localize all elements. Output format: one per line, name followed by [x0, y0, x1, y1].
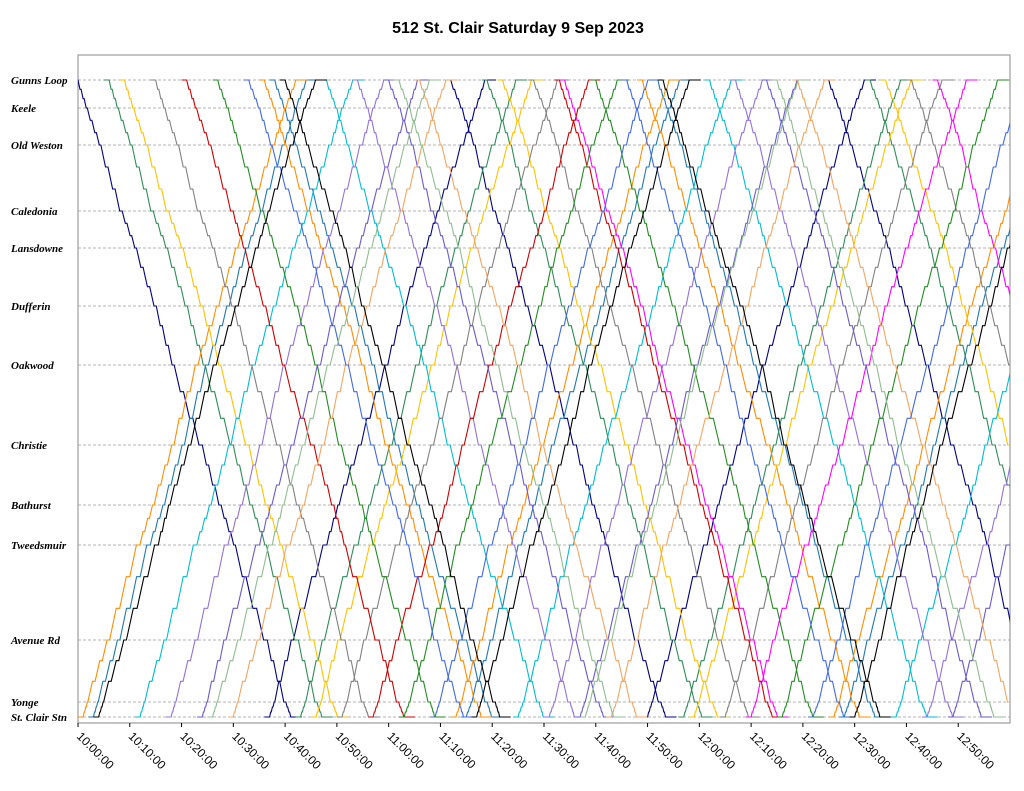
trip-line: [849, 243, 1010, 718]
x-tick-label: 10:10:00: [126, 729, 169, 772]
stop-label: Oakwood: [11, 360, 54, 372]
trip-line: [932, 79, 1010, 298]
trip-line: [321, 79, 555, 718]
stop-label: Yonge: [11, 697, 39, 709]
x-tick-label: 12:20:00: [799, 729, 842, 772]
trip-line: [704, 79, 938, 718]
trip-line: [590, 79, 824, 718]
stop-label: Avenue Rd: [10, 635, 60, 647]
trip-line: [197, 79, 429, 718]
stop-label: Dufferin: [10, 301, 51, 313]
stop-label: Old Weston: [11, 140, 63, 152]
x-tick-label: 10:20:00: [177, 729, 220, 772]
trip-line: [808, 120, 1010, 718]
trip-line: [295, 79, 528, 718]
trip-line: [311, 79, 543, 718]
stop-label: Caledonia: [11, 206, 58, 218]
trip-line: [730, 79, 964, 718]
trip-line: [150, 79, 380, 718]
trip-line: [414, 79, 648, 718]
x-tick-label: 11:00:00: [385, 729, 428, 772]
trip-line: [368, 79, 600, 718]
stop-label: St. Clair Stn: [11, 712, 67, 724]
trip-line: [207, 79, 442, 718]
trip-line: [922, 464, 1010, 718]
trip-line: [259, 79, 492, 718]
trip-line: [88, 79, 318, 718]
trip-line: [279, 79, 511, 718]
x-tick-label: 11:10:00: [436, 729, 479, 772]
stop-label: Christie: [11, 440, 47, 452]
trip-line: [269, 79, 503, 718]
trip-line: [471, 79, 701, 718]
stop-label: Lansdowne: [10, 243, 63, 255]
trip-line: [103, 79, 333, 718]
trip-line: [166, 79, 396, 718]
trip-line: [823, 79, 1010, 624]
trip-line: [890, 370, 1010, 718]
x-tick-label: 11:20:00: [488, 729, 531, 772]
stop-label: Keele: [10, 103, 36, 115]
x-tick-label: 12:40:00: [902, 729, 945, 772]
trip-line: [399, 79, 629, 718]
trip-line: [243, 79, 475, 718]
trip-line: [947, 541, 1010, 718]
trip-line: [906, 79, 1010, 366]
trip-line: [352, 79, 586, 718]
x-tick-label: 11:40:00: [592, 729, 635, 772]
trip-line: [642, 79, 876, 718]
trip-line: [865, 79, 1010, 489]
trip-line: [745, 79, 978, 718]
trip-line: [119, 79, 349, 718]
trip-line: [559, 79, 789, 718]
trip-line: [771, 79, 1005, 718]
trip-line: [393, 79, 625, 718]
trip-line: [621, 79, 855, 718]
x-tick-label: 12:30:00: [851, 729, 894, 772]
x-tick-label: 11:50:00: [643, 729, 686, 772]
trip-line: [336, 79, 569, 718]
trip-line: [528, 79, 760, 718]
x-tick-label: 10:30:00: [229, 729, 272, 772]
trip-line: [652, 79, 886, 718]
trip-line: [777, 79, 1009, 718]
stop-label: Gunns Loop: [11, 75, 68, 87]
trip-line: [181, 79, 415, 718]
trip-line: [606, 79, 836, 718]
trip-line: [678, 79, 913, 718]
trip-line: [93, 79, 328, 718]
x-tick-label: 10:00:00: [74, 729, 117, 772]
trip-line: [497, 79, 729, 718]
trip-line: [880, 79, 1010, 446]
x-tick-label: 12:10:00: [747, 729, 790, 772]
trip-line: [828, 191, 1010, 718]
trip-line: [554, 79, 784, 718]
trip-line: [264, 79, 497, 718]
stop-label: Bathurst: [10, 500, 52, 512]
trip-line: [430, 79, 660, 718]
chart-title: 512 St. Clair Saturday 9 Sep 2023: [392, 20, 644, 37]
trip-line: [481, 79, 713, 718]
trip-line: [212, 79, 446, 718]
trip-line: [78, 79, 308, 718]
x-tick-label: 12:50:00: [954, 729, 997, 772]
trip-line: [135, 79, 365, 718]
stop-label: Tweedsmuir: [11, 540, 67, 552]
trip-line: [450, 79, 681, 718]
x-tick-label: 12:00:00: [695, 729, 738, 772]
plot-frame: [77, 54, 1011, 724]
trip-line: [78, 79, 302, 718]
trip-line: [383, 79, 615, 718]
trip-line: [839, 226, 1010, 718]
trip-line: [657, 79, 891, 718]
x-tick-label: 11:30:00: [540, 729, 583, 772]
trip-line: [792, 79, 1010, 706]
trip-line: [761, 79, 993, 718]
x-tick-label: 10:50:00: [333, 729, 376, 772]
x-tick-label: 10:40:00: [281, 729, 324, 772]
trip-line: [580, 79, 810, 718]
trip-line: [512, 79, 743, 718]
